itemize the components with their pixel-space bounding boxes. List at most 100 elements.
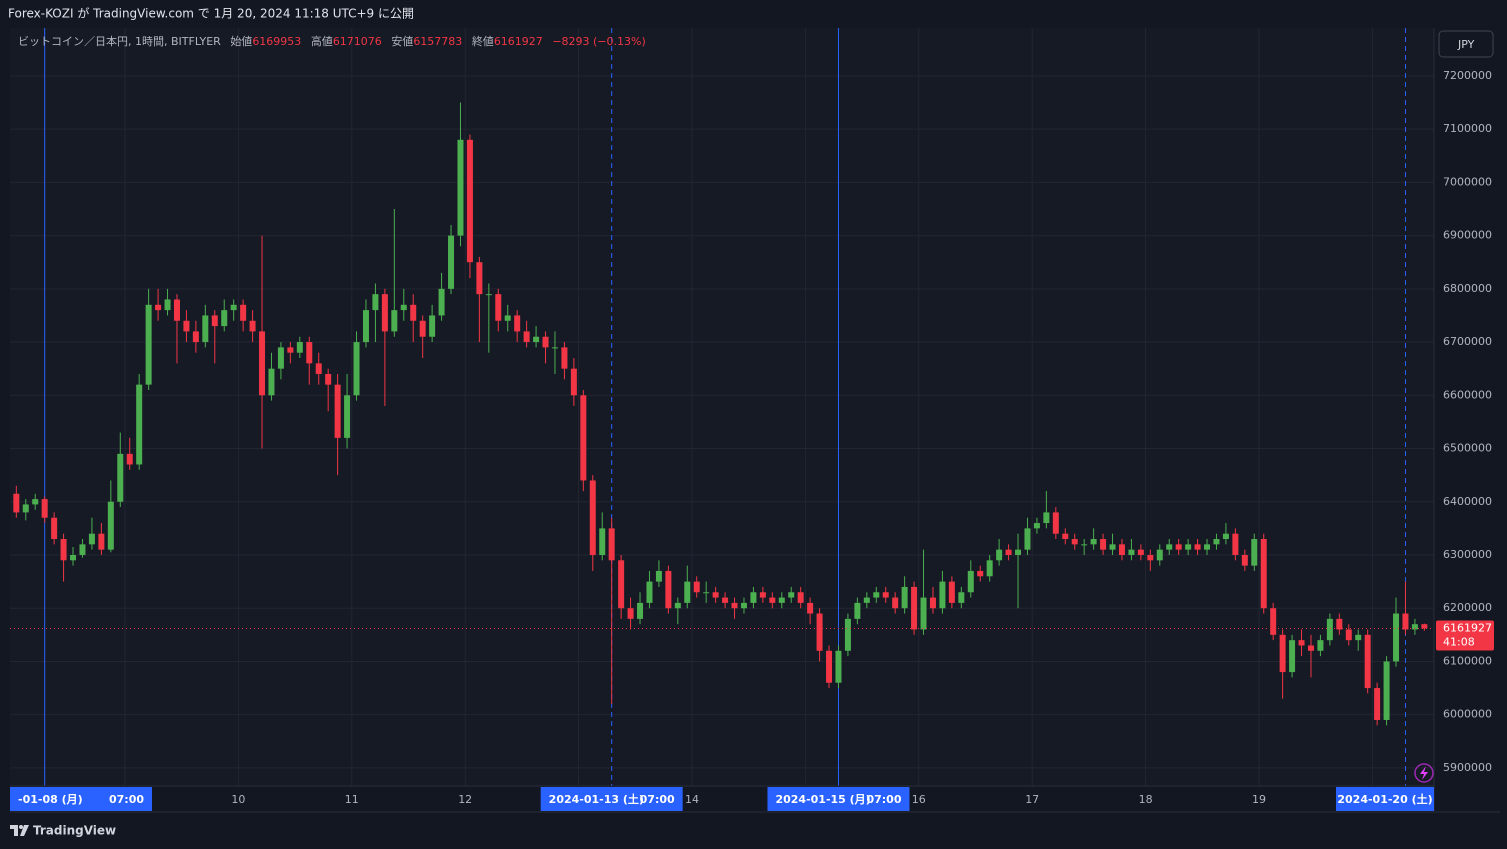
marker-box [540,787,683,811]
candle-body [684,581,691,603]
alert-icon[interactable] [1414,763,1434,783]
candle-body [1383,661,1390,720]
candle-body [958,592,965,603]
candle-body [240,304,247,321]
candle-body [646,581,653,603]
candle-body [1270,608,1277,635]
candle-body [1185,544,1192,550]
candle-body [249,320,256,332]
candle-body [1128,549,1135,555]
candle-body [32,499,39,505]
candle-body [911,586,918,630]
candle-body [438,288,445,316]
ohlc-value: 6169953 [252,35,301,48]
candle-body [551,347,558,349]
candle-body [183,320,190,332]
candle-body [1043,512,1050,524]
candle-body [306,342,313,364]
currency[interactable]: JPY [1457,38,1475,51]
candle-body [901,586,908,609]
candle-body [1109,544,1116,550]
candle-body [325,373,332,385]
candle-body [211,315,218,327]
plot-area [10,28,1434,786]
candle-body [1015,549,1022,555]
candle-body [155,304,162,311]
ohlc-label: 始値 [230,34,252,48]
candle-body [665,570,672,609]
candle-body [637,602,644,619]
ohlc-value: 6161927 [494,35,543,48]
candle-body [1137,549,1144,555]
candle-body [117,453,124,502]
candle-body [1156,549,1163,561]
x-tick-label: 19 [1252,793,1266,806]
candle-body [1402,613,1409,630]
candle-body [173,299,180,321]
candle-body [797,592,804,603]
marker-time: 07:00 [109,793,144,806]
y-tick-label: 6000000 [1443,708,1492,721]
x-tick-label: 17 [1025,793,1039,806]
candle-body [816,613,823,651]
marker-time: 07:00 [866,793,901,806]
candle-body [693,581,700,593]
y-tick-label: 6800000 [1443,282,1492,295]
logo-part [19,825,23,829]
marker-date: 2024-01-15 (月) [775,793,870,806]
marker-box [767,787,910,811]
last-price-label: 6161927 [1443,621,1492,634]
candle-body [826,650,833,683]
candle-body [221,310,228,327]
y-tick-label: 7000000 [1443,175,1492,188]
candle-body [1204,544,1211,550]
candle-body [740,602,747,609]
y-tick-label: 5900000 [1443,761,1492,774]
candle-body [627,608,634,619]
marker-time: 07:00 [640,793,675,806]
candle-body [1307,645,1314,651]
currency-button[interactable] [1438,30,1494,58]
candle-body [986,560,993,577]
change: −8293 (−0.13%) [552,35,645,48]
x-tick-label: 18 [1139,793,1153,806]
candle-body [996,549,1003,561]
candle-body [41,499,48,518]
candle-body [1062,533,1069,540]
candle-body [476,262,483,295]
candle-body [1118,544,1125,555]
countdown: 41:08 [1443,635,1475,648]
candle-body [703,592,710,594]
candle-body [1411,624,1418,630]
candle-body [1374,688,1381,720]
candle-body [1279,634,1286,673]
y-tick-label: 7200000 [1443,69,1492,82]
candle-body [929,597,936,609]
candle-body [939,581,946,609]
candle-body [863,597,870,603]
candle-body [1052,512,1059,534]
x-tick-label: 11 [345,793,359,806]
candle-body [1317,640,1324,651]
candle-body [1232,533,1239,555]
marker-date: -01-08 (月) [18,793,83,806]
candle-body [1355,634,1362,641]
last-price-box [1436,620,1494,651]
candle-body [759,592,766,598]
candle-body [1005,549,1012,555]
candle-body [1071,539,1078,545]
candle-body [589,480,596,555]
symbol: ビットコイン／日本円, 1時間, BITFLYER [18,34,221,48]
candle-body [778,597,785,603]
marker-date: 2024-01-20 (土) [1337,792,1432,806]
candle-body [1251,539,1258,566]
candle-body [192,331,199,343]
candle-body [51,517,58,540]
candle-body [1024,528,1031,550]
candle-body [514,315,521,332]
candle-body [570,368,577,396]
candle-body [1081,544,1088,546]
candle-body [1213,539,1220,545]
candle-body [1147,554,1154,561]
